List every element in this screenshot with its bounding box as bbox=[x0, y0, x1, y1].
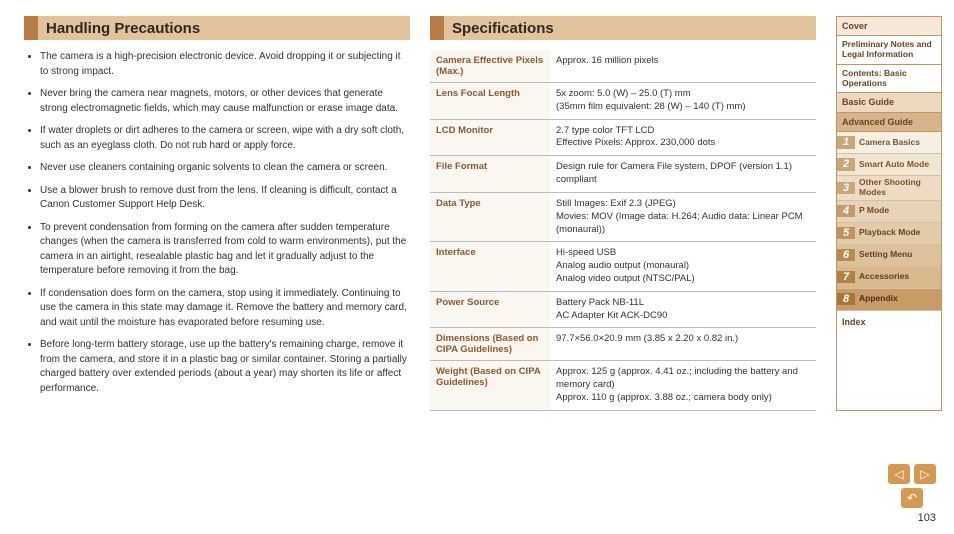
nav-sub-number: 3 bbox=[837, 182, 855, 195]
nav-sub-label: Playback Mode bbox=[855, 226, 941, 240]
spec-key: Data Type bbox=[430, 192, 550, 241]
spec-table: Camera Effective Pixels (Max.)Approx. 16… bbox=[430, 50, 816, 411]
spec-value: 2.7 type color TFT LCDEffective Pixels: … bbox=[550, 119, 816, 156]
spec-key: File Format bbox=[430, 156, 550, 193]
nav-contents[interactable]: Contents: Basic Operations bbox=[837, 65, 941, 94]
precautions-heading: Handling Precautions bbox=[24, 16, 410, 40]
nav-sub-label: Appendix bbox=[855, 292, 941, 306]
spec-row: Data TypeStill Images: Exif 2.3 (JPEG)Mo… bbox=[430, 192, 816, 241]
spec-value: Approx. 125 g (approx. 4.41 oz.; includi… bbox=[550, 361, 816, 410]
spec-row: Camera Effective Pixels (Max.)Approx. 16… bbox=[430, 50, 816, 83]
page-footer: ◁ ▷ ↶ 103 bbox=[888, 464, 936, 524]
spec-key: Interface bbox=[430, 242, 550, 291]
prev-page-button[interactable]: ◁ bbox=[888, 464, 910, 484]
precautions-column: Handling Precautions The camera is a hig… bbox=[24, 16, 410, 411]
next-page-button[interactable]: ▷ bbox=[914, 464, 936, 484]
manual-page: Handling Precautions The camera is a hig… bbox=[0, 0, 954, 419]
spec-value: Still Images: Exif 2.3 (JPEG)Movies: MOV… bbox=[550, 192, 816, 241]
spec-row: Dimensions (Based on CIPA Guidelines)97.… bbox=[430, 328, 816, 361]
precaution-item: Never bring the camera near magnets, mot… bbox=[40, 87, 410, 116]
nav-sub-number: 1 bbox=[837, 136, 855, 149]
precaution-item: If condensation does form on the camera,… bbox=[40, 287, 410, 331]
spec-row: Power SourceBattery Pack NB-11LAC Adapte… bbox=[430, 291, 816, 328]
spec-key: Power Source bbox=[430, 291, 550, 328]
spec-row: LCD Monitor2.7 type color TFT LCDEffecti… bbox=[430, 119, 816, 156]
spec-row: Weight (Based on CIPA Guidelines)Approx.… bbox=[430, 361, 816, 410]
back-button[interactable]: ↶ bbox=[901, 488, 923, 508]
precautions-title: Handling Precautions bbox=[46, 20, 200, 37]
nav-sub-label: Other Shooting Modes bbox=[855, 176, 941, 200]
nav-sub-label: Accessories bbox=[855, 270, 941, 284]
spec-key: Dimensions (Based on CIPA Guidelines) bbox=[430, 328, 550, 361]
nav-sub-label: P Mode bbox=[855, 204, 941, 218]
spec-key: Lens Focal Length bbox=[430, 83, 550, 120]
page-number: 103 bbox=[888, 512, 936, 524]
nav-sub-item[interactable]: 6Setting Menu bbox=[837, 245, 941, 267]
specs-column: Specifications Camera Effective Pixels (… bbox=[430, 16, 816, 411]
chapter-nav: Cover Preliminary Notes and Legal Inform… bbox=[836, 16, 942, 411]
nav-sub-item[interactable]: 3Other Shooting Modes bbox=[837, 176, 941, 201]
nav-sub-item[interactable]: 1Camera Basics bbox=[837, 132, 941, 154]
precaution-item: Before long-term battery storage, use up… bbox=[40, 338, 410, 396]
specs-title: Specifications bbox=[452, 20, 554, 37]
nav-sub-number: 4 bbox=[837, 205, 855, 218]
spec-row: Lens Focal Length5x zoom: 5.0 (W) – 25.0… bbox=[430, 83, 816, 120]
page-nav-buttons-2: ↶ bbox=[888, 488, 936, 508]
nav-sub-number: 6 bbox=[837, 249, 855, 262]
spec-value: 5x zoom: 5.0 (W) – 25.0 (T) mm(35mm film… bbox=[550, 83, 816, 120]
nav-advanced[interactable]: Advanced Guide bbox=[837, 113, 941, 132]
nav-sub-list: 1Camera Basics2Smart Auto Mode3Other Sho… bbox=[837, 132, 941, 311]
specs-heading: Specifications bbox=[430, 16, 816, 40]
nav-cover[interactable]: Cover bbox=[837, 17, 941, 36]
precaution-item: Never use cleaners containing organic so… bbox=[40, 161, 410, 176]
nav-sub-label: Camera Basics bbox=[855, 136, 941, 150]
nav-sub-label: Setting Menu bbox=[855, 248, 941, 262]
nav-sub-item[interactable]: 5Playback Mode bbox=[837, 223, 941, 245]
nav-sub-item[interactable]: 7Accessories bbox=[837, 267, 941, 289]
spec-key: Weight (Based on CIPA Guidelines) bbox=[430, 361, 550, 410]
nav-sub-label: Smart Auto Mode bbox=[855, 158, 941, 172]
spec-value: Design rule for Camera File system, DPOF… bbox=[550, 156, 816, 193]
spec-row: InterfaceHi-speed USBAnalog audio output… bbox=[430, 242, 816, 291]
spec-key: LCD Monitor bbox=[430, 119, 550, 156]
spec-row: File FormatDesign rule for Camera File s… bbox=[430, 156, 816, 193]
nav-basic[interactable]: Basic Guide bbox=[837, 93, 941, 112]
spec-value: 97.7×56.0×20.9 mm (3.85 x 2.20 x 0.82 in… bbox=[550, 328, 816, 361]
nav-sub-number: 8 bbox=[837, 293, 855, 306]
spec-value: Hi-speed USBAnalog audio output (monaura… bbox=[550, 242, 816, 291]
precautions-list: The camera is a high-precision electroni… bbox=[24, 50, 410, 396]
precaution-item: If water droplets or dirt adheres to the… bbox=[40, 124, 410, 153]
nav-prelim[interactable]: Preliminary Notes and Legal Information bbox=[837, 36, 941, 65]
heading-accent bbox=[430, 16, 444, 40]
spec-value: Approx. 16 million pixels bbox=[550, 50, 816, 83]
heading-accent bbox=[24, 16, 38, 40]
nav-sub-number: 2 bbox=[837, 158, 855, 171]
nav-sub-item[interactable]: 4P Mode bbox=[837, 201, 941, 223]
spec-key: Camera Effective Pixels (Max.) bbox=[430, 50, 550, 83]
nav-sub-item[interactable]: 8Appendix bbox=[837, 289, 941, 311]
nav-sub-number: 5 bbox=[837, 227, 855, 240]
precaution-item: To prevent condensation from forming on … bbox=[40, 221, 410, 279]
nav-index[interactable]: Index bbox=[837, 311, 941, 333]
precaution-item: Use a blower brush to remove dust from t… bbox=[40, 184, 410, 213]
spec-value: Battery Pack NB-11LAC Adapter Kit ACK-DC… bbox=[550, 291, 816, 328]
precaution-item: The camera is a high-precision electroni… bbox=[40, 50, 410, 79]
page-nav-buttons: ◁ ▷ bbox=[888, 464, 936, 484]
nav-sub-item[interactable]: 2Smart Auto Mode bbox=[837, 154, 941, 176]
nav-sub-number: 7 bbox=[837, 271, 855, 284]
